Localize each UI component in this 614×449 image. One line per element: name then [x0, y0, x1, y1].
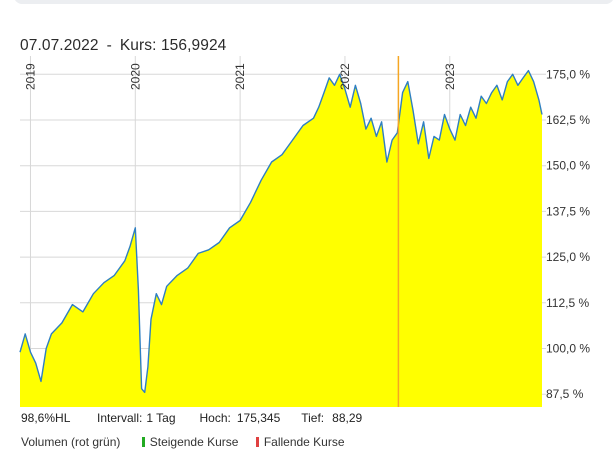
hover-price-value: 156,9924 — [160, 37, 227, 54]
x-year-label: 2020 — [128, 63, 142, 90]
hover-readout: 07.07.2022- Kurs: 156,9924 — [20, 37, 226, 55]
series-line — [19, 69, 543, 394]
chart-stats-bar: 98,6%HL Intervall: 1 Tag Hoch: 175,345 Tief: 8… — [21, 411, 362, 425]
series-area — [20, 70, 542, 407]
y-tick-label: 100,0 % — [546, 342, 590, 356]
hover-price-label: Kurs: — [119, 37, 157, 54]
y-tick-label: 175,0 % — [546, 67, 590, 81]
legend-falling: Fallende Kurse — [263, 435, 345, 449]
y-tick-label: 112,5 % — [546, 296, 589, 310]
x-axis-year-labels: 2019 2020 2021 2022 2023 — [23, 63, 456, 90]
x-year-label: 2023 — [443, 63, 457, 90]
y-tick-label: 137,5 % — [546, 204, 590, 218]
chart-legend: Volumen (rot grün) Steigende Kurse Falle… — [21, 435, 345, 449]
legend-volume: Volumen (rot grün) — [21, 435, 121, 449]
y-tick-label: 162,5 % — [546, 113, 590, 127]
stat-hl: 98,6%HL — [21, 411, 71, 425]
x-year-label: 2021 — [233, 63, 247, 90]
stat-high-value: 175,345 — [236, 411, 281, 425]
stat-low-label: Tief: — [301, 411, 325, 425]
legend-falling-marker — [255, 437, 259, 447]
y-tick-label: 150,0 % — [546, 159, 590, 173]
hover-date: 07.07.2022 — [20, 37, 99, 54]
series-group — [19, 69, 543, 407]
x-year-label: 2019 — [23, 63, 37, 90]
y-tick-label: 87,5 % — [546, 387, 584, 401]
legend-rising: Steigende Kurse — [149, 435, 239, 449]
stat-low-value: 88,29 — [332, 411, 363, 425]
stat-interval-label: Intervall: — [97, 411, 143, 425]
stat-high-label: Hoch: — [199, 411, 231, 425]
legend-rising-marker — [141, 437, 145, 447]
top-toolbar-strip — [14, 0, 614, 4]
y-tick-label: 125,0 % — [546, 250, 590, 264]
stat-interval-value: 1 Tag — [146, 411, 176, 425]
y-axis-tick-labels: 87,5 % 100,0 % 112,5 % 125,0 % 137,5 % 150,0 … — [546, 67, 590, 401]
x-year-label: 2022 — [338, 63, 352, 90]
hover-separator: - — [106, 37, 112, 54]
